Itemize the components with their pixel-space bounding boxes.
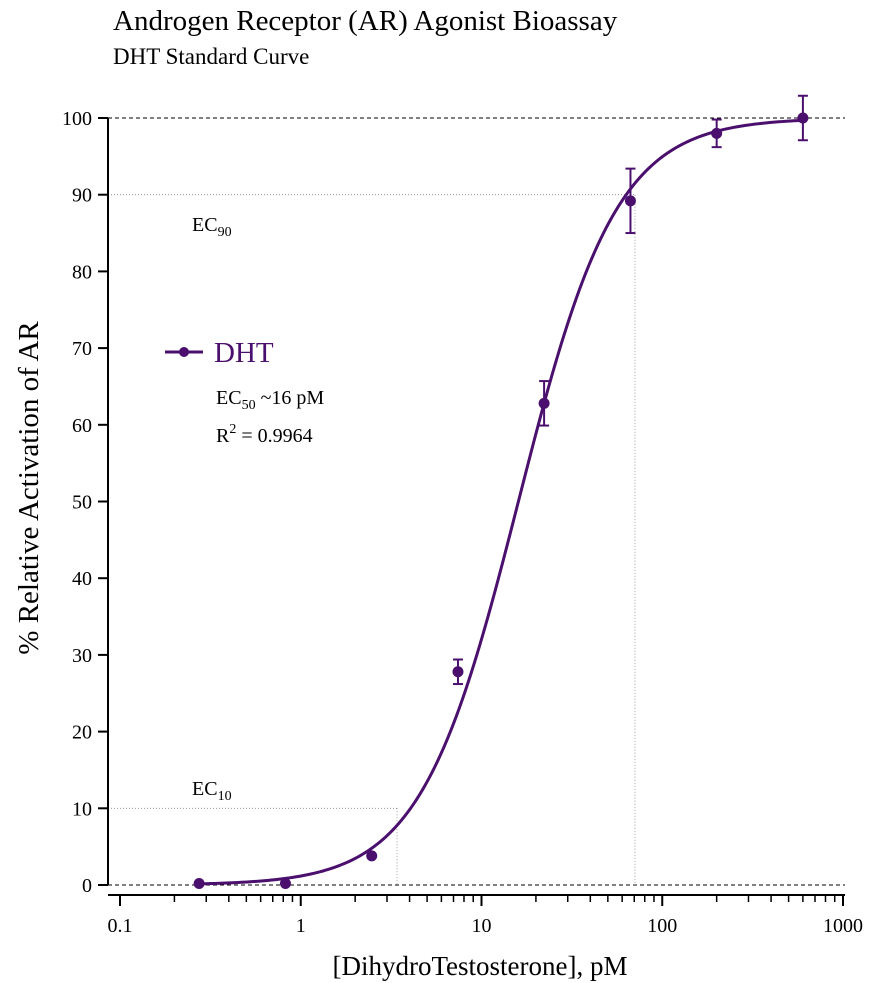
legend: DHT EC50 ~16 pM R2 = 0.9964 (165, 337, 324, 447)
ec10-label-sub: 10 (218, 789, 232, 804)
r2-label-sup: 2 (229, 422, 236, 437)
x-tick-label: 100 (647, 915, 677, 937)
svg-text:EC90: EC90 (192, 214, 232, 240)
dht-data-points (193, 112, 809, 889)
ec90-label-sub: 90 (218, 225, 232, 240)
svg-text:EC10: EC10 (192, 778, 232, 804)
y-tick-label: 10 (72, 798, 92, 820)
ec50-annotation: EC50 ~16 pM (216, 387, 324, 413)
y-tick-label: 80 (72, 261, 92, 283)
dht-fit-curve (199, 118, 803, 886)
y-axis-label: % Relative Activation of AR (13, 321, 45, 655)
y-axis-ticks: 0 10 20 30 40 50 60 70 80 90 100 (62, 108, 108, 897)
chart-title: Androgen Receptor (AR) Agonist Bioassay (113, 5, 618, 37)
legend-marker-swatch (179, 347, 189, 357)
legend-series-name: DHT (214, 337, 274, 369)
y-tick-label: 90 (72, 185, 92, 207)
data-point (624, 195, 636, 207)
x-tick-label: 1 (296, 915, 306, 937)
r2-label-base: R (216, 425, 230, 447)
data-point (366, 850, 378, 862)
dht-error-bars (452, 94, 808, 686)
reference-lines (108, 117, 845, 886)
r2-value: = 0.9964 (236, 425, 312, 447)
y-tick-label: 40 (72, 568, 92, 590)
x-tick-label: 10 (472, 915, 492, 937)
y-tick-label: 70 (72, 338, 92, 360)
data-point (538, 397, 550, 409)
ec50-label-base: EC (216, 387, 242, 409)
y-tick-label: 30 (72, 645, 92, 667)
ec90-label-base: EC (192, 214, 218, 236)
x-tick-label: 0.1 (108, 915, 133, 937)
ec50-value: ~16 pM (256, 387, 325, 409)
y-tick-label: 60 (72, 415, 92, 437)
ec10-annotation: EC10 (192, 778, 232, 804)
r2-annotation: R2 = 0.9964 (216, 422, 313, 447)
chart-subtitle: DHT Standard Curve (113, 44, 309, 69)
data-point (711, 127, 723, 139)
x-axis-label: [DihydroTestosterone], pM (332, 951, 627, 981)
y-tick-label: 20 (72, 722, 92, 744)
x-tick-label: 1000 (823, 915, 863, 937)
ec10-label-base: EC (192, 778, 218, 800)
data-point (279, 877, 291, 889)
data-point (797, 112, 809, 124)
ec90-annotation: EC90 (192, 214, 232, 240)
y-tick-label: 50 (72, 492, 92, 514)
ec50-label-sub: 50 (242, 398, 256, 413)
data-point (452, 666, 464, 678)
y-tick-label: 100 (62, 108, 92, 130)
data-point (193, 877, 205, 889)
x-axis-ticks: 0.1 1 10 100 1000 (108, 895, 863, 937)
y-tick-label: 0 (82, 875, 92, 897)
